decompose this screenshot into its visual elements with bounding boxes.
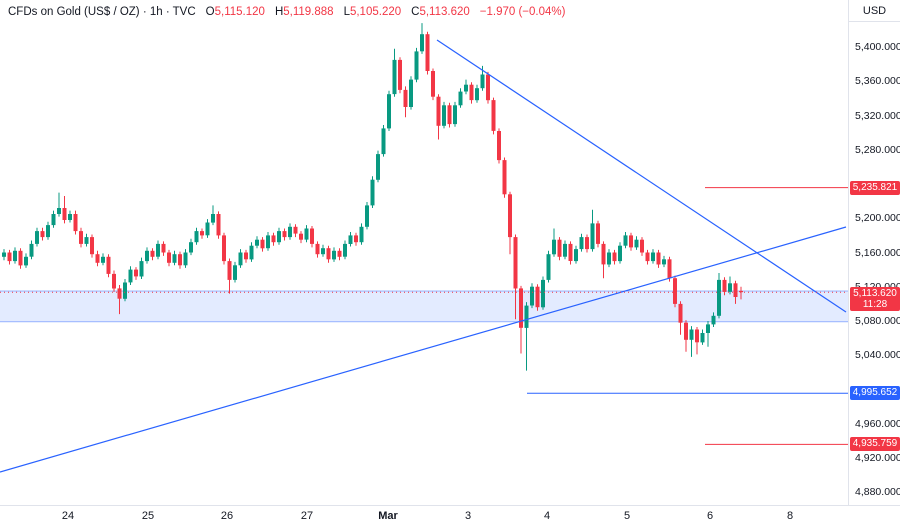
price-tick: 5,400.000 xyxy=(855,41,900,53)
price-tick: 4,920.000 xyxy=(855,452,900,464)
price-line-badge[interactable]: 4,995.652 xyxy=(850,386,900,400)
price-tick: 5,360.000 xyxy=(855,75,900,87)
current-price-badge: 5,113.620 11:28 xyxy=(850,287,900,311)
time-tick: 25 xyxy=(141,510,155,522)
trendline[interactable] xyxy=(0,226,847,473)
price-tick: 5,040.000 xyxy=(855,349,900,361)
time-tick: 4 xyxy=(543,510,551,522)
price-tick: 5,080.000 xyxy=(855,315,900,327)
price-line-badge[interactable]: 5,235.821 xyxy=(850,181,900,195)
time-tick: 5 xyxy=(623,510,631,522)
time-tick: Mar xyxy=(378,510,398,522)
ohlc-close: C5,113.620 xyxy=(411,6,470,18)
price-change: −1.970 (−0.04%) xyxy=(479,6,566,18)
ohlc-open: O5,115.120 xyxy=(205,6,265,18)
time-axis[interactable]: 24 25 26 27 Mar 3 4 5 6 8 xyxy=(0,505,900,526)
price-axis[interactable]: 5,400.000 5,360.000 5,320.000 5,280.000 5,20… xyxy=(848,0,900,505)
price-tick: 5,280.000 xyxy=(855,144,900,156)
price-tick: 5,320.000 xyxy=(855,110,900,122)
price-zone[interactable] xyxy=(0,291,848,322)
trendline[interactable] xyxy=(436,39,847,313)
time-tick: 6 xyxy=(706,510,714,522)
time-tick: 27 xyxy=(300,510,314,522)
candlestick-chart[interactable] xyxy=(0,0,848,505)
price-tick: 5,160.000 xyxy=(855,247,900,259)
currency-label: USD xyxy=(849,0,900,22)
price-tick: 4,880.000 xyxy=(855,486,900,498)
price-tick: 4,960.000 xyxy=(855,418,900,430)
time-tick: 8 xyxy=(786,510,794,522)
time-tick: 24 xyxy=(61,510,75,522)
price-line-badge[interactable]: 4,935.759 xyxy=(850,437,900,451)
chart-canvas[interactable] xyxy=(0,0,848,505)
ohlc-high: H5,119.888 xyxy=(274,6,334,18)
price-tick: 5,200.000 xyxy=(855,212,900,224)
ohlc-low: L5,105.220 xyxy=(343,6,402,18)
time-tick: 3 xyxy=(464,510,472,522)
symbol-title[interactable]: CFDs on Gold (US$ / OZ) · 1h · TVC xyxy=(8,6,196,18)
legend: CFDs on Gold (US$ / OZ) · 1h · TVC O5,11… xyxy=(8,6,565,18)
time-tick: 26 xyxy=(220,510,234,522)
candles xyxy=(2,23,743,371)
